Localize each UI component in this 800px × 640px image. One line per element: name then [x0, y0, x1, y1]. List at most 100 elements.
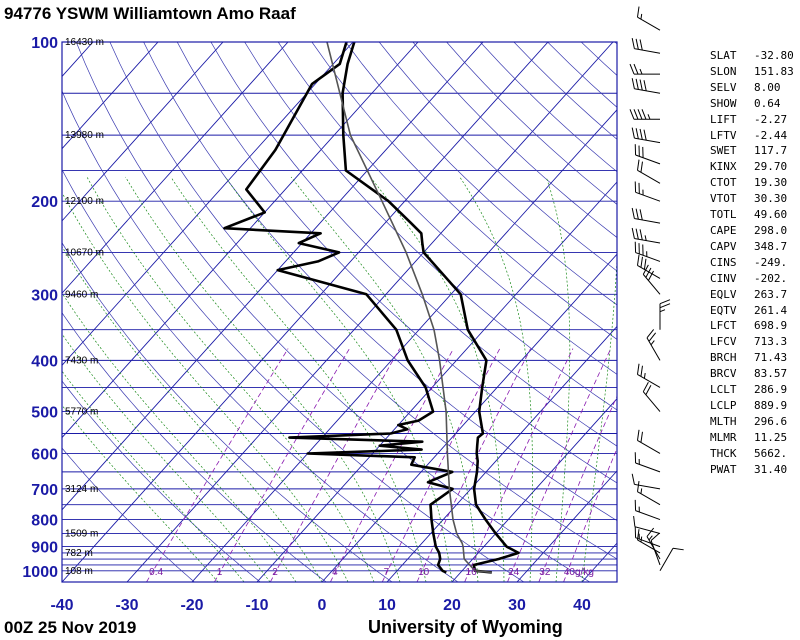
wind-barb	[636, 6, 661, 31]
index-row: CINV -202.	[710, 271, 798, 287]
isotherm-line	[62, 42, 289, 294]
mixing-ratio-label: 0.4	[149, 567, 163, 578]
dry-adiabat	[143, 42, 617, 522]
isotherm-line	[0, 42, 28, 582]
pressure-tick-label: 900	[31, 540, 58, 557]
index-value: 117.7	[754, 144, 788, 158]
isotherm-line	[62, 42, 354, 367]
barb-flag	[647, 270, 654, 281]
pressure-tick-label: 400	[31, 353, 58, 370]
wind-barb	[636, 254, 661, 279]
temperature-tick-label: -10	[245, 597, 268, 614]
pressure-tick-label: 800	[31, 513, 58, 530]
index-row: SLAT -32.80	[710, 48, 798, 64]
isotherm-line	[321, 253, 617, 582]
dry-adiabat	[62, 312, 327, 582]
index-value: 5662.	[754, 446, 788, 460]
barb-flag	[643, 80, 647, 91]
barb-flag	[642, 244, 644, 256]
index-name: SELV	[710, 80, 737, 94]
index-value: 296.6	[754, 414, 788, 428]
index-row: LFTV -2.44	[710, 128, 798, 144]
mixing-ratio-label: 10	[418, 567, 430, 578]
isotherm-line	[62, 42, 159, 150]
moist-adiabat	[125, 176, 401, 582]
barb-flag	[646, 329, 655, 339]
barb-flag	[640, 161, 643, 173]
wind-barb	[646, 527, 661, 560]
wind-barb	[631, 473, 661, 490]
barb-flag	[631, 38, 635, 49]
isotherm-line	[516, 470, 617, 582]
index-row: CAPV 348.7	[710, 239, 798, 255]
barb-flag	[640, 431, 643, 443]
barb-flag	[634, 144, 637, 155]
dry-adiabat	[210, 42, 617, 447]
chart-title: 94776 YSWM Williamtown Amo Raaf	[4, 4, 296, 23]
index-row: LFCT 698.9	[710, 318, 798, 334]
index-value: 261.4	[754, 303, 788, 317]
index-name: LCLT	[710, 383, 737, 397]
mixing-ratio-line	[563, 447, 617, 582]
barb-flag	[635, 38, 639, 50]
mixing-ratio-label: 7	[384, 567, 390, 578]
barb-staff	[634, 218, 661, 224]
barb-flag	[634, 499, 637, 511]
parcel-trace	[326, 42, 492, 574]
barb-staff	[637, 265, 661, 279]
index-name: CAPV	[710, 239, 737, 253]
barb-staff	[642, 391, 661, 412]
chart-traces	[223, 42, 520, 574]
index-name: SLON	[710, 64, 737, 78]
barb-flag	[659, 299, 671, 305]
barb-staff	[635, 252, 661, 262]
index-row: EQLV 263.7	[710, 287, 798, 303]
stability-indices: SLAT -32.80 SLON 151.83 SELV 8.00 SHOW 0.64 LIFT…	[710, 48, 798, 477]
wind-barb	[642, 381, 661, 412]
barb-staff	[642, 274, 661, 295]
index-value: 49.60	[754, 208, 788, 222]
barb-flag	[636, 159, 640, 171]
height-label: 13980 m	[65, 130, 104, 141]
index-value: 286.9	[754, 383, 788, 397]
barb-staff	[634, 88, 661, 94]
wind-barb	[634, 241, 661, 262]
height-label: 1509 m	[65, 528, 98, 539]
index-value: 71.43	[754, 351, 788, 365]
index-row: EQTV 261.4	[710, 303, 798, 319]
wind-barb	[659, 299, 671, 330]
mixing-ratio-line	[330, 348, 454, 582]
dry-adiabat	[62, 168, 459, 582]
barb-half-flag	[646, 251, 648, 257]
index-name: LCLP	[710, 398, 737, 412]
barb-half-flag	[648, 535, 653, 541]
wind-barb	[631, 127, 661, 144]
pressure-tick-label: 600	[31, 446, 58, 463]
wind-barb	[634, 499, 661, 521]
index-name: BRCH	[710, 351, 737, 365]
moist-adiabat	[170, 176, 427, 582]
barb-half-flag	[642, 189, 644, 196]
mixing-ratio-line	[146, 348, 289, 582]
pressure-tick-label: 100	[31, 35, 58, 52]
wind-barbs	[629, 6, 684, 572]
index-name: SHOW	[710, 96, 737, 110]
index-row: SELV 8.00	[710, 80, 798, 96]
index-row: VTOT 30.30	[710, 191, 798, 207]
pressure-tick-label: 200	[31, 194, 58, 211]
barb-flag	[636, 363, 640, 375]
temperature-tick-label: 30	[508, 597, 526, 614]
temperature-tick-label: -40	[50, 597, 73, 614]
barb-flag	[634, 452, 637, 463]
moist-adiabat	[62, 404, 219, 582]
barb-flag	[648, 332, 657, 342]
dry-adiabat	[345, 42, 617, 306]
moist-adiabat	[62, 191, 349, 582]
temperature-trace	[341, 42, 520, 574]
isotherm-line	[126, 42, 614, 582]
barb-flag	[646, 527, 655, 537]
index-name: VTOT	[710, 192, 737, 206]
index-row: MLMR 11.25	[710, 430, 798, 446]
pressure-tick-label: 500	[31, 405, 58, 422]
barb-flag	[636, 480, 640, 492]
